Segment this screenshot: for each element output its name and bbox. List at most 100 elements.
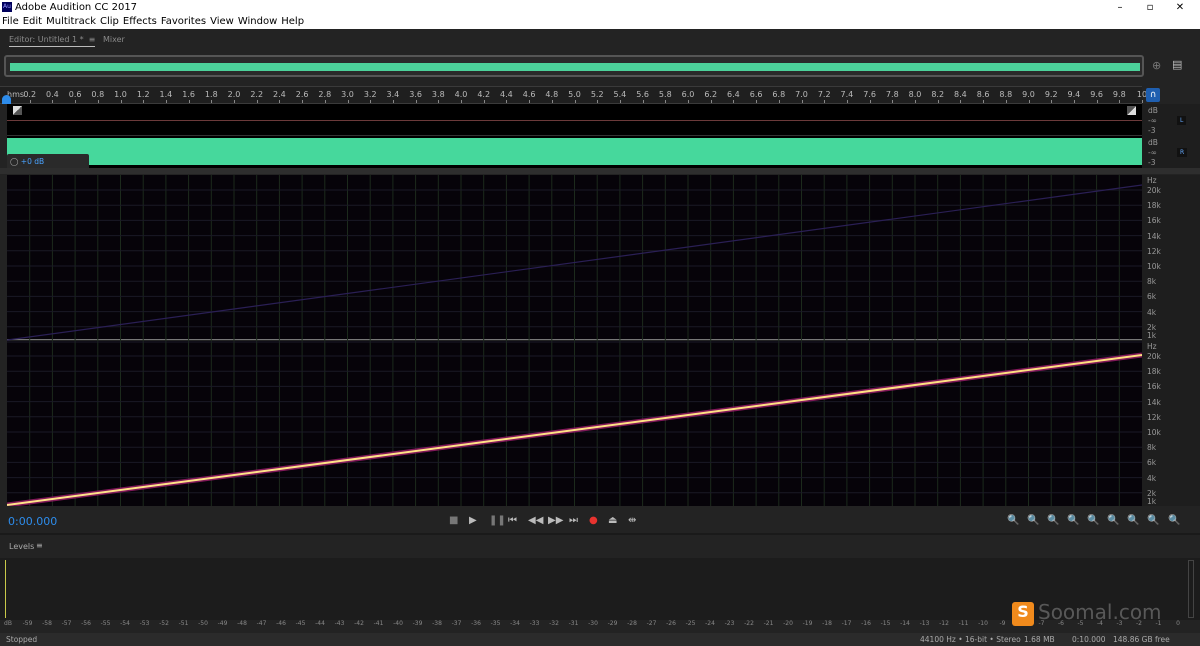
ruler-tick-label: 6.2 — [704, 90, 718, 99]
level-scale-label: -54 — [120, 620, 130, 627]
channel-r-toggle[interactable]: R — [1177, 148, 1188, 157]
level-scale-label: -40 — [393, 620, 403, 627]
title-bar: Au Adobe Audition CC 2017 – ▫ ✕ — [0, 0, 1200, 15]
overview-navigator[interactable] — [4, 55, 1144, 77]
zoom-out-full-icon[interactable]: 🔍 — [1067, 515, 1080, 526]
fast-forward-button[interactable]: ▶▶ — [548, 515, 564, 526]
skip-selection-button[interactable]: ⇹ — [628, 515, 637, 526]
ruler-tick — [574, 100, 576, 103]
tab-mixer[interactable]: Mixer — [103, 35, 125, 44]
ruler-tick-label: 4.6 — [522, 90, 536, 99]
previous-button[interactable]: ⏮ — [508, 515, 517, 526]
view-splitter[interactable] — [0, 168, 1200, 174]
menu-effects[interactable]: Effects — [122, 16, 157, 27]
zoom-in-time-icon[interactable]: 🔍 — [1047, 515, 1060, 526]
hz-tick-label: 16k — [1147, 382, 1161, 392]
level-scale-label: -28 — [627, 620, 637, 627]
ruler-tick — [143, 100, 145, 103]
spectral-overlay — [7, 175, 1142, 506]
fade-in-handle[interactable] — [13, 106, 22, 115]
close-button[interactable]: ✕ — [1175, 2, 1185, 13]
tab-editor[interactable]: Editor: Untitled 1 * ≡ — [9, 35, 96, 47]
panel-tabs: Editor: Untitled 1 * ≡ Mixer — [0, 30, 1200, 50]
menu-window[interactable]: Window — [237, 16, 278, 27]
stop-button[interactable]: ■ — [449, 515, 459, 526]
level-scale-label: -42 — [354, 620, 364, 627]
record-button[interactable]: ● — [589, 515, 598, 526]
ruler-tick — [619, 100, 621, 103]
menu-multitrack[interactable]: Multitrack — [46, 16, 97, 27]
level-scale-label: -43 — [334, 620, 345, 627]
channel-l-toggle[interactable]: L — [1177, 116, 1187, 125]
window-title: Adobe Audition CC 2017 — [15, 2, 138, 13]
ruler-tick — [234, 100, 235, 103]
zoom-navigator-icon[interactable]: ⊕ — [1152, 59, 1162, 72]
ruler-tick-label: 0.8 — [91, 90, 105, 99]
hud-volume[interactable]: ◯ +0 dB — [7, 154, 89, 170]
ruler-tick-label: 8.8 — [999, 90, 1013, 99]
ruler-tick-label: 2.6 — [295, 90, 309, 99]
level-scale-label: -19 — [802, 620, 813, 627]
ruler-tick-label: 0.6 — [68, 90, 82, 99]
ruler-tick-label: 10 — [1136, 90, 1148, 99]
zoom-out-amplitude-icon[interactable]: 🔍 — [1027, 515, 1040, 526]
hz-tick-label: 2k — [1147, 322, 1157, 332]
ruler-tick-label: 1.4 — [159, 90, 173, 99]
ruler-tick-label: 3.4 — [386, 90, 400, 99]
ruler-tick — [415, 100, 417, 103]
minimize-button[interactable]: – — [1117, 2, 1123, 13]
loop-button[interactable]: ⏏ — [608, 515, 618, 526]
volume-knob-icon[interactable]: ◯ — [10, 157, 19, 166]
ruler-tick-label: 1.6 — [182, 90, 195, 99]
overview-waveform — [10, 63, 1140, 71]
ruler-tick — [120, 100, 122, 103]
menu-file[interactable]: File — [2, 16, 19, 27]
ruler-tick-label: 0.2 — [23, 90, 37, 99]
levels-menu-icon[interactable]: ≡ — [36, 541, 43, 550]
level-scale-label: -27 — [646, 620, 657, 627]
peak-indicator — [5, 560, 6, 618]
ruler-tick-label: 1.8 — [204, 90, 218, 99]
ruler-tick — [29, 100, 31, 103]
pause-button[interactable]: ❚❚ — [489, 515, 506, 526]
status-format: 44100 Hz • 16-bit • Stereo — [920, 635, 1021, 644]
zoom-selected-track-icon[interactable]: 🔍 — [1147, 515, 1160, 526]
ruler-tick — [778, 100, 780, 103]
db-label: -∞ — [1148, 116, 1157, 125]
zoom-out-point-icon[interactable]: 🔍 — [1127, 515, 1140, 526]
level-scale-label: -15 — [880, 620, 891, 627]
app-logo: Au — [2, 2, 12, 12]
menu-view[interactable]: View — [210, 16, 234, 27]
amplitude-axis: dB -∞ -3 dB -∞ -3 L R — [1142, 104, 1200, 168]
zoom-in-amplitude-icon[interactable]: 🔍 — [1007, 515, 1020, 526]
menu-clip[interactable]: Clip — [100, 16, 119, 27]
menu-favorites[interactable]: Favorites — [160, 16, 207, 27]
playhead-handle[interactable] — [2, 95, 11, 104]
level-scale-label: -56 — [81, 620, 91, 627]
zoom-reset-icon[interactable]: 🔍 — [1168, 515, 1181, 526]
fade-out-handle[interactable] — [1127, 106, 1136, 115]
maximize-button[interactable]: ▫ — [1146, 2, 1154, 13]
zoom-in-point-icon[interactable]: 🔍 — [1107, 515, 1120, 526]
waveform-display[interactable]: ◯ +0 dB — [7, 104, 1142, 170]
play-button[interactable]: ▶ — [469, 515, 477, 526]
menu-edit[interactable]: Edit — [22, 16, 43, 27]
level-scale-label: -18 — [822, 620, 832, 627]
next-button[interactable]: ⏭ — [569, 515, 578, 526]
status-bar: Stopped 44100 Hz • 16-bit • Stereo 1.68 … — [0, 633, 1200, 646]
hz-tick-label: 4k — [1147, 307, 1157, 317]
watermark-logo: S — [1012, 602, 1034, 626]
level-scale-label: -59 — [22, 620, 33, 627]
time-ruler[interactable]: hms 0.2 0.4 0.6 0.8 1.0 1.2 1.4 1.6 1.8 2.0 2.2 2.4… — [0, 86, 1147, 104]
menu-help[interactable]: Help — [281, 16, 305, 27]
ruler-tick — [710, 100, 712, 103]
ruler-tick — [438, 100, 440, 103]
level-scale-label: -29 — [607, 620, 618, 627]
list-icon[interactable]: ▤ — [1172, 58, 1183, 71]
zoom-selection-icon[interactable]: 🔍 — [1087, 515, 1100, 526]
clip-indicator[interactable] — [1188, 560, 1194, 618]
rewind-button[interactable]: ◀◀ — [528, 515, 544, 526]
ruler-tick-label: 3.6 — [409, 90, 422, 99]
headphones-icon[interactable]: ∩ — [1146, 88, 1160, 102]
panel-menu-icon[interactable]: ≡ — [86, 35, 96, 44]
